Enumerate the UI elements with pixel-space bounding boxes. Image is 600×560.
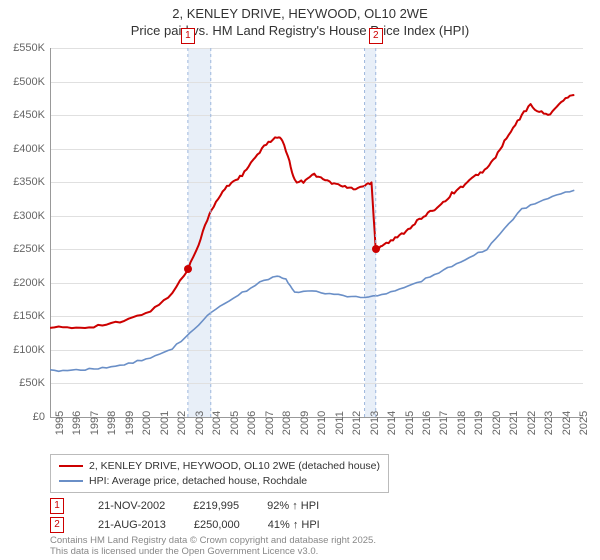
x-tick-label: 2011 (334, 411, 346, 435)
sale-date: 21-AUG-2013 (98, 519, 166, 531)
x-tick-label: 2017 (438, 411, 450, 435)
x-tick-label: 2018 (456, 411, 468, 435)
chart-title: 2, KENLEY DRIVE, HEYWOOD, OL10 2WE Price… (0, 0, 600, 40)
series-svg (50, 48, 583, 417)
x-tick-label: 2024 (561, 411, 573, 435)
x-tick-label: 2007 (264, 411, 276, 435)
sale-marker-box: 1 (181, 28, 195, 44)
sale-dot (372, 245, 380, 253)
title-line1: 2, KENLEY DRIVE, HEYWOOD, OL10 2WE (0, 6, 600, 23)
sale-hpi-delta: 41% ↑ HPI (268, 519, 320, 531)
x-tick-label: 1997 (89, 411, 101, 435)
series-hpi (50, 190, 574, 371)
x-tick-label: 2004 (211, 411, 223, 435)
x-tick-label: 2019 (473, 411, 485, 435)
sale-hpi-delta: 92% ↑ HPI (267, 500, 319, 512)
y-tick-label: £150K (3, 310, 45, 322)
sale-row: 2 21-AUG-2013 £250,000 41% ↑ HPI (50, 517, 320, 533)
x-tick-label: 2025 (578, 411, 590, 435)
x-tick-label: 2016 (421, 411, 433, 435)
x-tick-label: 2020 (491, 411, 503, 435)
sale-marker-box: 2 (369, 28, 383, 44)
x-tick-label: 2013 (369, 411, 381, 435)
y-tick-label: £550K (3, 42, 45, 54)
sale-price: £250,000 (194, 519, 240, 531)
footnote-line2: This data is licensed under the Open Gov… (50, 547, 376, 558)
legend-label: 2, KENLEY DRIVE, HEYWOOD, OL10 2WE (deta… (89, 459, 380, 474)
y-tick-label: £450K (3, 109, 45, 121)
legend-label: HPI: Average price, detached house, Roch… (89, 474, 307, 489)
x-tick-label: 2015 (404, 411, 416, 435)
y-tick-label: £250K (3, 243, 45, 255)
x-tick-label: 2000 (141, 411, 153, 435)
x-tick-label: 2012 (351, 411, 363, 435)
sale-row: 1 21-NOV-2002 £219,995 92% ↑ HPI (50, 498, 319, 514)
x-tick-label: 2021 (508, 411, 520, 435)
legend-item: 2, KENLEY DRIVE, HEYWOOD, OL10 2WE (deta… (59, 459, 380, 474)
y-tick-label: £350K (3, 176, 45, 188)
x-tick-label: 2022 (526, 411, 538, 435)
sale-dot (184, 265, 192, 273)
x-tick-label: 2001 (159, 411, 171, 435)
y-tick-label: £500K (3, 76, 45, 88)
y-tick-label: £100K (3, 344, 45, 356)
x-tick-label: 2014 (386, 411, 398, 435)
sale-date: 21-NOV-2002 (98, 500, 165, 512)
x-tick-label: 2009 (299, 411, 311, 435)
title-line2: Price paid vs. HM Land Registry's House … (0, 23, 600, 40)
x-tick-label: 2023 (543, 411, 555, 435)
sale-price: £219,995 (193, 500, 239, 512)
series-price_paid (50, 95, 574, 328)
plot-area: 12 (50, 48, 583, 417)
legend: 2, KENLEY DRIVE, HEYWOOD, OL10 2WE (deta… (50, 454, 389, 493)
y-tick-label: £200K (3, 277, 45, 289)
footnote: Contains HM Land Registry data © Crown c… (50, 536, 376, 558)
x-tick-label: 2010 (316, 411, 328, 435)
sale-marker-1-icon: 1 (50, 498, 64, 514)
x-tick-label: 2005 (229, 411, 241, 435)
sale-marker-2-icon: 2 (50, 517, 64, 533)
x-tick-label: 2006 (246, 411, 258, 435)
legend-swatch-hpi (59, 480, 83, 482)
x-tick-label: 2003 (194, 411, 206, 435)
chart-container: 2, KENLEY DRIVE, HEYWOOD, OL10 2WE Price… (0, 0, 600, 560)
x-tick-label: 1998 (106, 411, 118, 435)
y-tick-label: £0 (3, 411, 45, 423)
y-tick-label: £300K (3, 210, 45, 222)
x-tick-label: 1999 (124, 411, 136, 435)
x-tick-label: 1995 (54, 411, 66, 435)
x-tick-label: 1996 (71, 411, 83, 435)
y-tick-label: £400K (3, 143, 45, 155)
x-tick-label: 2008 (281, 411, 293, 435)
legend-swatch-price (59, 465, 83, 467)
x-tick-label: 2002 (176, 411, 188, 435)
legend-item: HPI: Average price, detached house, Roch… (59, 474, 380, 489)
y-tick-label: £50K (3, 377, 45, 389)
